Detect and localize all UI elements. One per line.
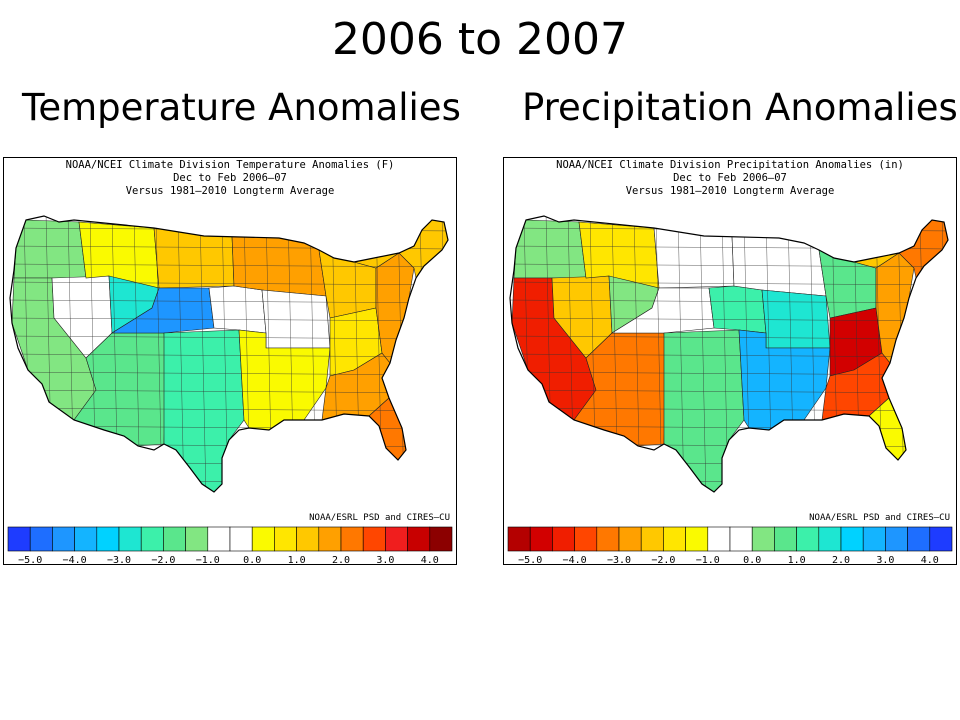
colorbar-swatch [729,526,753,552]
colorbar-swatch [207,526,231,552]
colorbar-tick-label: 2.0 [832,555,850,564]
map-header-line-2: Dec to Feb 2006–07 [173,172,287,184]
region-midwest [261,289,331,349]
colorbar-swatch [529,526,553,552]
map-credit: NOAA/ESRL PSD and CIRES–CU [809,513,950,523]
colorbar-swatch [296,526,320,552]
colorbar-swatch [640,526,664,552]
colorbar-swatch [229,526,253,552]
colorbar-swatch [929,526,953,552]
colorbar-swatch [318,526,342,552]
map-header-line-3: Versus 1981–2010 Longterm Average [626,185,835,197]
map-header-line-2: Dec to Feb 2006–07 [673,172,787,184]
colorbar-tick-label: 2.0 [332,555,350,564]
colorbar-swatch [618,526,642,552]
colorbar-tick-label: 1.0 [288,555,306,564]
colorbar-swatch [574,526,598,552]
colorbar-tick-labels: −5.0−4.0−3.0−2.0−1.00.01.02.03.04.05.0 [518,555,939,564]
colorbar-swatch [552,526,575,552]
map-credit: NOAA/ESRL PSD and CIRES–CU [309,513,450,523]
colorbar-tick-label: 1.0 [788,555,806,564]
colorbar-swatch [751,526,775,552]
colorbar-tick-label: −4.0 [63,555,87,564]
colorbar-swatch [274,526,297,552]
colorbar-tick-label: −3.0 [607,555,631,564]
colorbar-swatch [685,526,709,552]
colorbar-tick-label: −3.0 [107,555,131,564]
colorbar-tick-labels: −5.0−4.0−3.0−2.0−1.00.01.02.03.04.05.0 [18,555,439,564]
colorbar-tick-label: 0.0 [243,555,261,564]
colorbar [7,526,453,552]
colorbar-swatch [362,526,386,552]
colorbar-swatch [385,526,408,552]
map-header-line-3: Versus 1981–2010 Longterm Average [126,185,335,197]
colorbar-swatch [707,526,731,552]
colorbar-swatch [429,526,453,552]
colorbar-swatch [52,526,75,552]
colorbar-swatch [862,526,886,552]
colorbar-swatch [840,526,864,552]
slide-title: 2006 to 2007 [331,14,629,65]
precipitation-anomaly-map: NOAA/NCEI Climate Division Precipitation… [503,157,957,565]
colorbar-tick-label: −1.0 [696,555,720,564]
region-central-plains [208,285,267,334]
colorbar-swatch [74,526,98,552]
colorbar-swatch [163,526,186,552]
temperature-anomaly-map: NOAA/NCEI Climate Division Temperature A… [3,157,457,565]
colorbar-swatch [140,526,164,552]
colorbar-swatch [885,526,908,552]
colorbar-tick-label: 0.0 [743,555,761,564]
colorbar-swatch [340,526,364,552]
temperature-map-svg: NOAA/NCEI Climate Division Temperature A… [7,159,453,564]
colorbar-swatch [29,526,53,552]
colorbar-swatch [407,526,431,552]
us-outline [9,215,449,493]
colorbar-swatch [185,526,209,552]
us-outline [509,215,949,493]
colorbar-swatch [7,526,31,552]
region-mid-atlantic [375,252,415,364]
colorbar-tick-label: 3.0 [876,555,894,564]
colorbar-tick-label: 4.0 [421,555,439,564]
map-header-line-1: NOAA/NCEI Climate Division Temperature A… [66,159,395,171]
precipitation-heading: Precipitation Anomalies [522,86,958,129]
colorbar-swatch [96,526,120,552]
colorbar-tick-label: −2.0 [651,555,675,564]
climate-division-regions [10,216,448,492]
colorbar-swatch [796,526,820,552]
colorbar-swatch [907,526,931,552]
map-header-line-1: NOAA/NCEI Climate Division Precipitation… [556,159,904,171]
colorbar-tick-label: 4.0 [921,555,939,564]
colorbar-swatch [663,526,686,552]
colorbar-swatch [118,526,142,552]
colorbar-swatch [251,526,275,552]
region-central-plains [708,285,767,334]
region-mid-atlantic [875,252,915,364]
region-midwest [761,289,831,349]
colorbar-tick-label: 3.0 [376,555,394,564]
colorbar-tick-label: −2.0 [151,555,175,564]
temperature-heading: Temperature Anomalies [22,86,461,129]
colorbar-swatch [774,526,797,552]
colorbar-tick-label: −5.0 [18,555,42,564]
colorbar-tick-label: −4.0 [563,555,587,564]
precipitation-map-svg: NOAA/NCEI Climate Division Precipitation… [507,159,953,564]
colorbar-tick-label: −5.0 [518,555,542,564]
colorbar-tick-label: −1.0 [196,555,220,564]
colorbar-swatch [596,526,620,552]
colorbar-swatch [507,526,531,552]
colorbar-swatch [818,526,842,552]
colorbar [507,526,953,552]
